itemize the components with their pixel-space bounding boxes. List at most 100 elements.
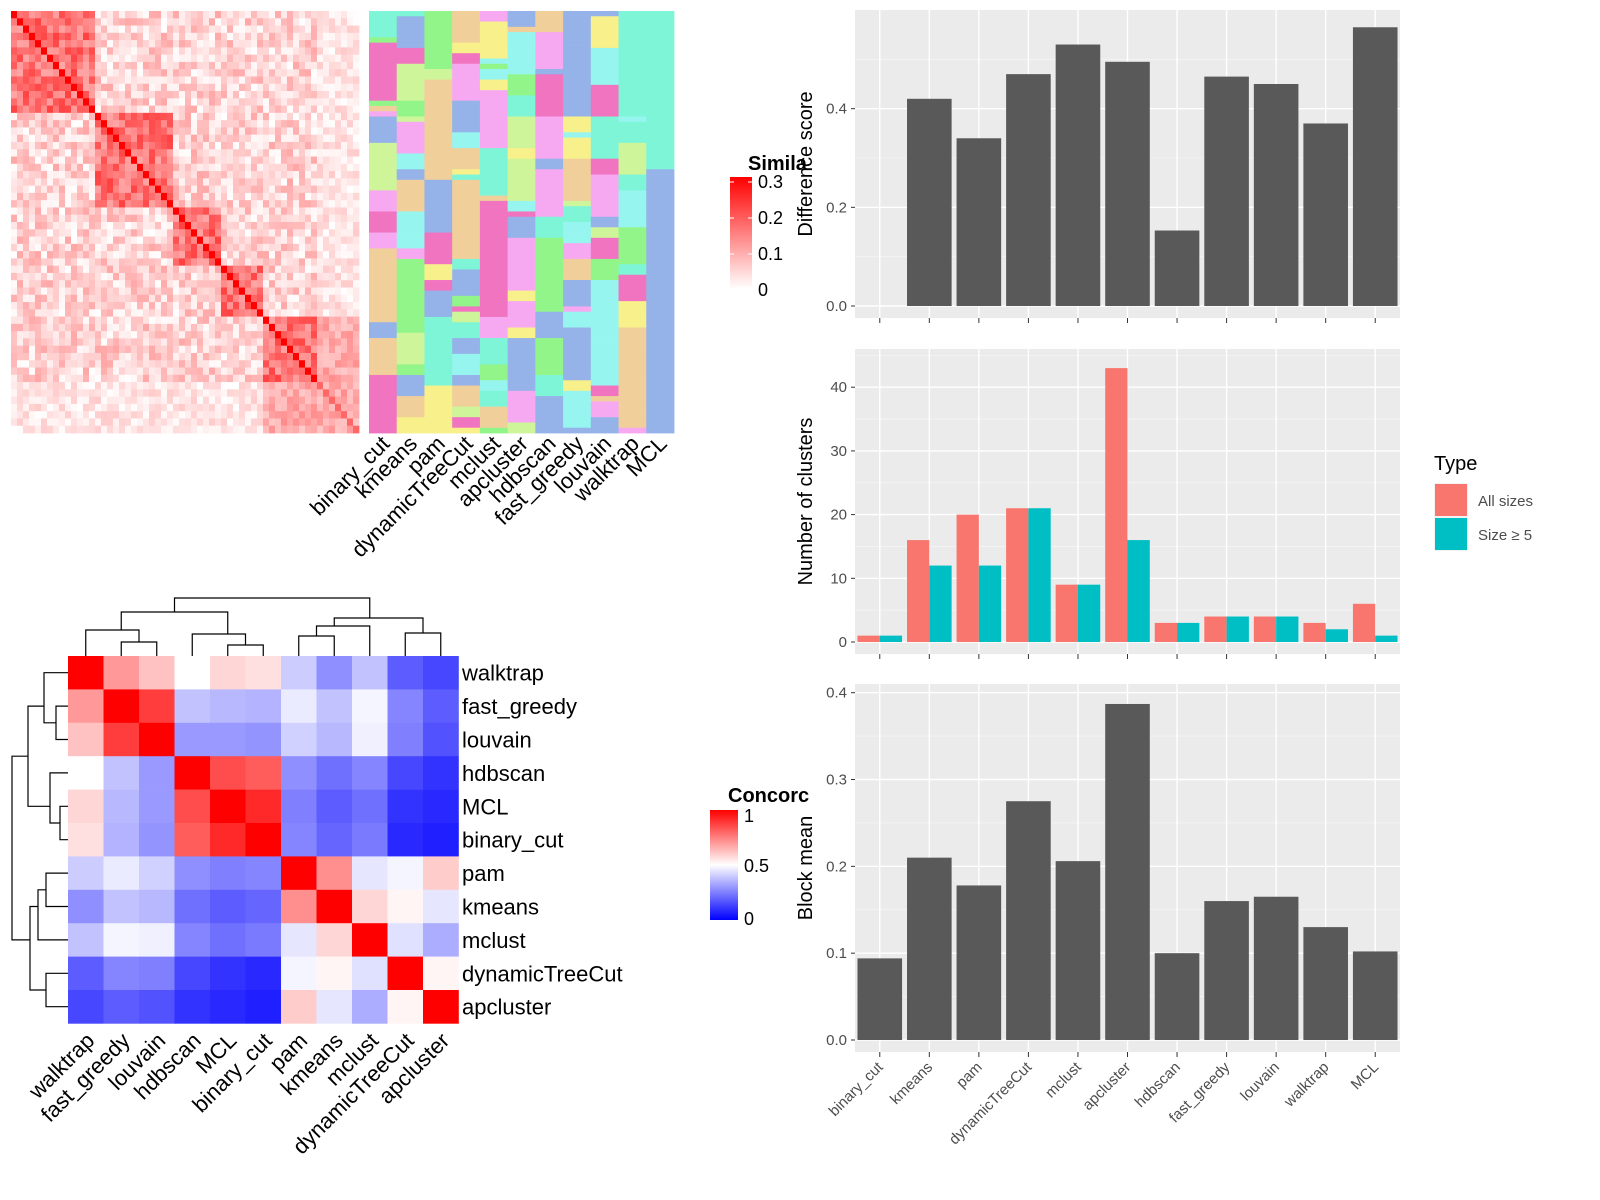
similarity-cell (215, 323, 222, 332)
similarity-cell (53, 54, 60, 63)
similarity-cell (89, 331, 96, 339)
similarity-cell (329, 120, 336, 128)
similarity-cell (275, 112, 282, 121)
similarity-cell (17, 229, 24, 237)
similarity-cell (221, 425, 228, 434)
track-cell (396, 63, 425, 70)
similarity-cell (293, 207, 300, 216)
similarity-cell (23, 323, 30, 332)
track-cell (618, 116, 647, 123)
similarity-cell (251, 229, 258, 237)
similarity-cell (41, 425, 48, 434)
similarity-cell (257, 47, 264, 56)
similarity-cell (341, 367, 348, 376)
similarity-cell (245, 171, 252, 179)
track-cell (369, 348, 398, 355)
similarity-cell (107, 222, 114, 230)
similarity-cell (317, 91, 324, 99)
similarity-cell (293, 411, 300, 419)
concordance-cell (139, 856, 175, 891)
similarity-cell (347, 425, 354, 434)
similarity-cell (173, 47, 180, 56)
similarity-cell (311, 61, 318, 70)
similarity-cell (137, 200, 144, 208)
track-cell (452, 253, 481, 260)
concordance-cell (316, 856, 353, 891)
similarity-cell (131, 265, 138, 274)
similarity-cell (221, 272, 228, 281)
similarity-cell (59, 418, 66, 427)
similarity-cell (101, 207, 108, 216)
similarity-cell (77, 382, 84, 390)
similarity-cell (311, 229, 318, 237)
track-cell (618, 185, 647, 191)
track-cell (618, 47, 647, 54)
similarity-cell (59, 185, 66, 194)
similarity-cell (155, 331, 162, 339)
similarity-cell (149, 40, 156, 48)
similarity-cell (221, 396, 228, 405)
similarity-cell (197, 309, 204, 317)
similarity-cell (83, 222, 90, 230)
similarity-cell (311, 323, 318, 332)
similarity-cell (131, 280, 138, 288)
similarity-cell (71, 141, 78, 150)
track-cell (563, 353, 592, 360)
similarity-cell (71, 229, 78, 237)
similarity-cell (155, 294, 162, 303)
similarity-cell (59, 47, 66, 56)
similarity-cell (239, 98, 246, 106)
similarity-cell (203, 120, 210, 128)
similarity-cell (47, 185, 54, 194)
similarity-cell (263, 192, 270, 201)
similarity-cell (107, 374, 114, 383)
similarity-cell (83, 163, 90, 172)
similarity-cell (263, 229, 270, 237)
similarity-cell (305, 134, 312, 143)
similarity-cell (251, 309, 258, 317)
similarity-cell (59, 360, 66, 368)
track-cell (618, 285, 647, 291)
similarity-cell (107, 214, 114, 223)
similarity-cell (197, 367, 204, 376)
similarity-cell (275, 251, 282, 259)
similarity-cell (353, 156, 360, 165)
similarity-cell (179, 40, 186, 48)
similarity-cell (257, 192, 264, 201)
similarity-cell (137, 156, 144, 165)
similarity-cell (113, 309, 120, 317)
similarity-cell (353, 323, 360, 332)
track-cell (479, 427, 509, 434)
similarity-cell (353, 134, 360, 143)
track-cell (452, 90, 481, 96)
similarity-cell (299, 411, 306, 419)
similarity-cell (305, 323, 312, 332)
similarity-cell (41, 382, 48, 390)
similarity-cell (11, 309, 18, 317)
similarity-cell (215, 272, 222, 281)
similarity-cell (335, 25, 342, 34)
similarity-cell (17, 367, 24, 376)
similarity-cell (269, 91, 276, 99)
track-cell (507, 216, 536, 223)
similarity-cell (77, 272, 84, 281)
similarity-cell (125, 32, 132, 41)
similarity-cell (143, 214, 150, 223)
track-cell (452, 406, 481, 413)
similarity-cell (257, 163, 264, 172)
bar (1226, 616, 1249, 642)
similarity-cell (89, 294, 96, 303)
similarity-cell (59, 105, 66, 114)
similarity-cell (191, 251, 198, 259)
similarity-cell (227, 425, 234, 434)
track-cell (535, 301, 564, 307)
track-cell (369, 243, 398, 249)
track-cell (369, 417, 398, 423)
similarity-cell (251, 98, 258, 106)
similarity-cell (215, 360, 222, 368)
concordance-cell (281, 656, 317, 690)
similarity-cell (137, 91, 144, 99)
similarity-cell (305, 236, 312, 245)
similarity-cell (293, 323, 300, 332)
track-cell (563, 322, 592, 328)
